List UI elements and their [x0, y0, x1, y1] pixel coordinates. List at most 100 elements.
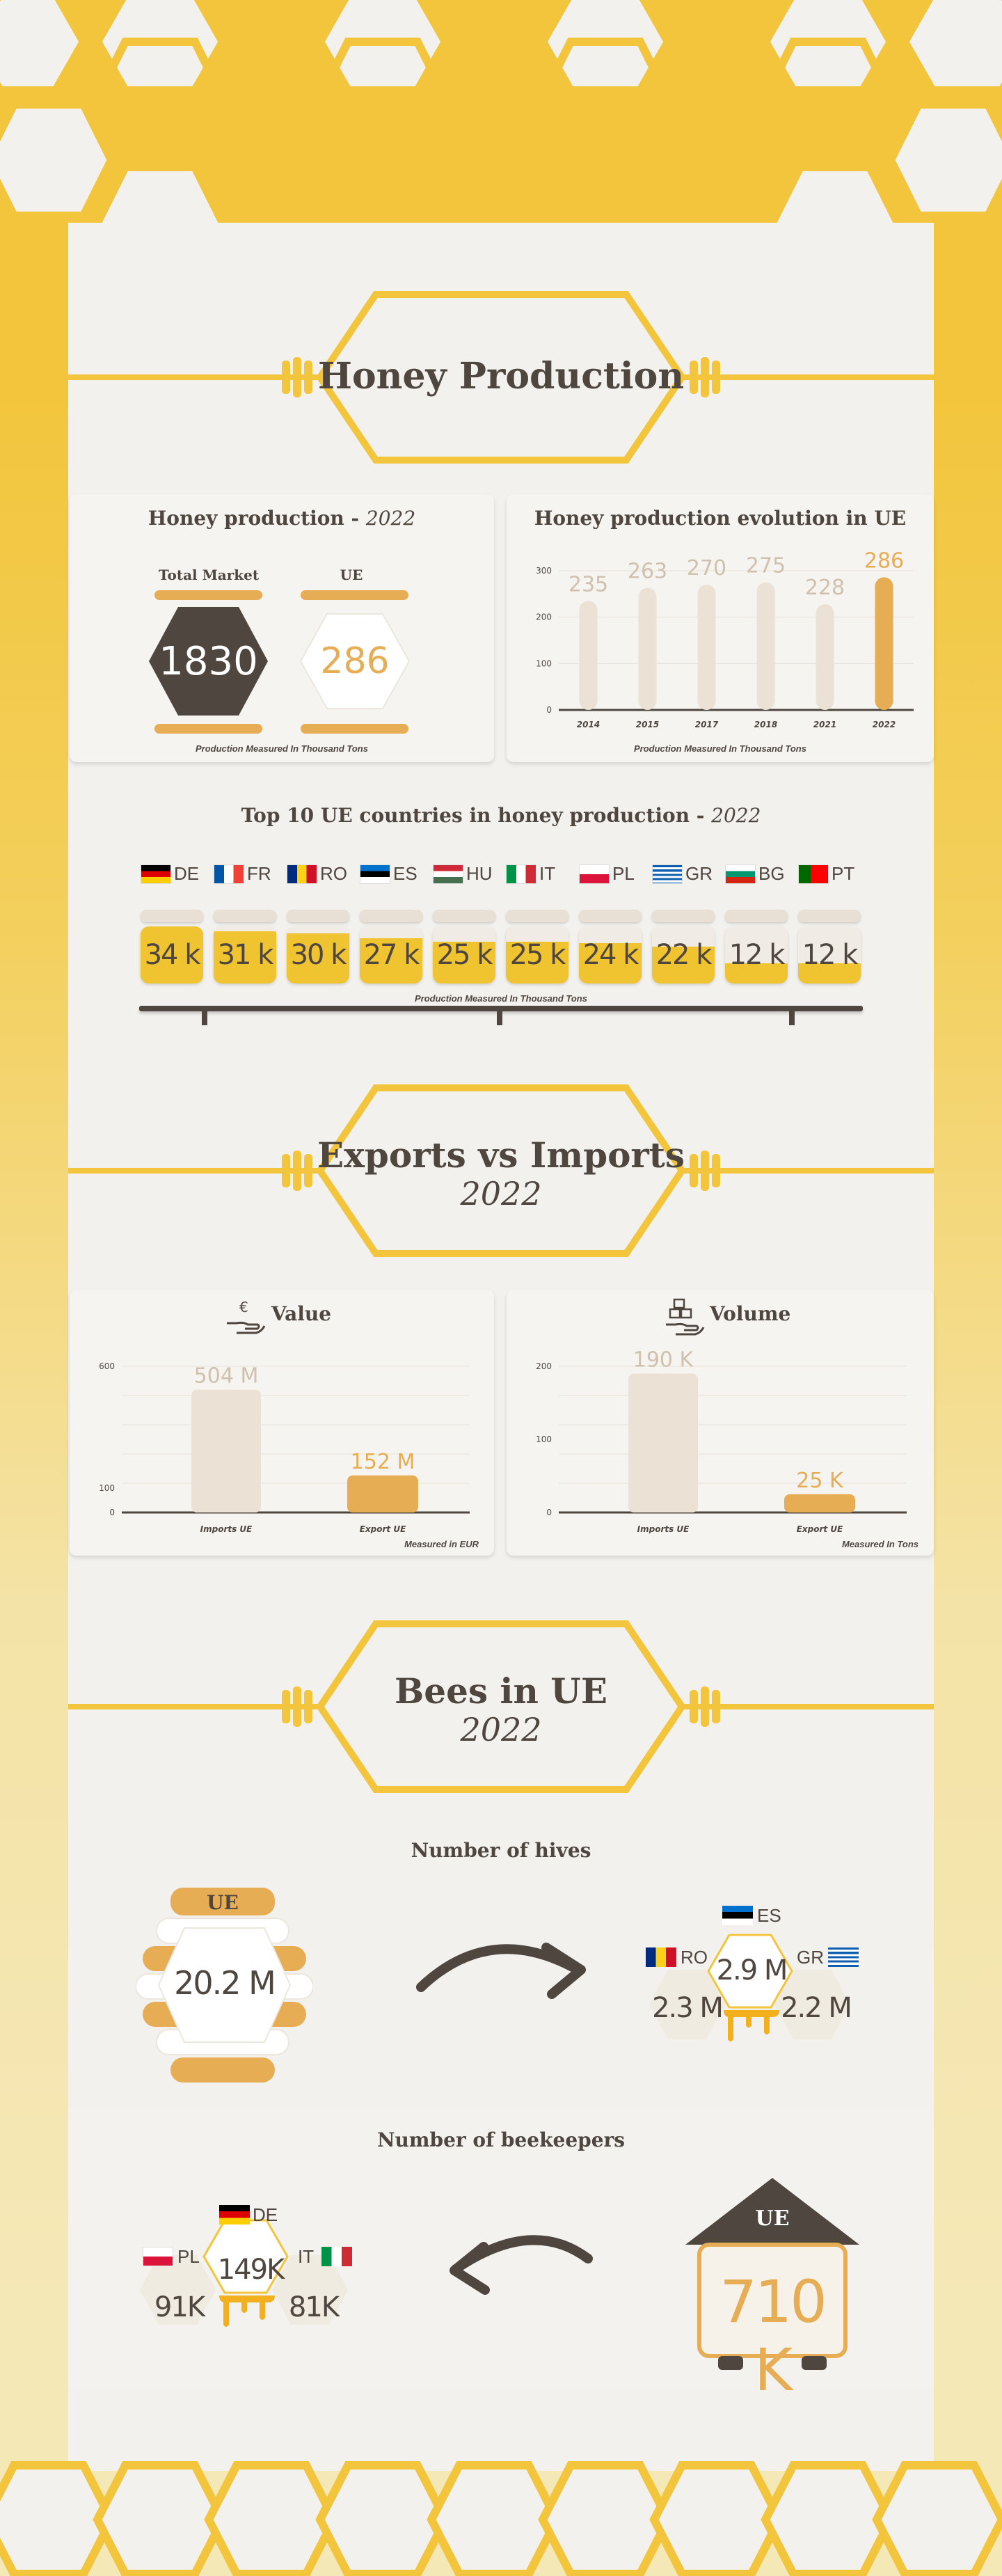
- flag-pl: [579, 864, 610, 884]
- total-market-hexagon: [149, 607, 268, 716]
- hives-gr-label: GR: [797, 1947, 824, 1968]
- jar-fill: [433, 941, 495, 983]
- jar-lid: [141, 910, 203, 922]
- jar-body: 30 k: [287, 926, 349, 983]
- jar-value: 27 k: [363, 939, 420, 971]
- volume-title: Volume: [710, 1302, 791, 1325]
- jar-lid: [214, 910, 276, 922]
- hives-ue-label: UE: [207, 1891, 239, 1914]
- arrow-left-icon: [450, 2235, 593, 2295]
- country-es-label: ES: [360, 863, 418, 885]
- beekeepers-it-label: IT: [298, 2246, 315, 2267]
- bar-export-ue: [347, 1475, 418, 1512]
- jar-lid: [506, 910, 568, 922]
- country-code: PT: [832, 863, 855, 884]
- country-code: FR: [247, 863, 271, 884]
- honey-jar-es: 27 k: [360, 910, 422, 983]
- hives-es-label: ES: [757, 1905, 781, 1926]
- section-title-exports: Exports vs Imports: [317, 1135, 685, 1176]
- section-banner-bees: [68, 1620, 934, 1793]
- bar-value-label: 286: [864, 548, 904, 573]
- flag-bg: [725, 864, 756, 884]
- x-tick-label: 2014: [577, 720, 600, 729]
- x-tick-label: 2017: [695, 720, 719, 729]
- bar-value-label: 270: [687, 556, 726, 580]
- beekeepers-de-label: DE: [253, 2204, 278, 2225]
- flag-it: [506, 864, 536, 884]
- country-pt-label: PT: [798, 863, 854, 885]
- shelf-bracket-left: [202, 1010, 207, 1025]
- jar-lid: [579, 910, 642, 922]
- jar-fill: [579, 943, 642, 983]
- bar-export-ue: [784, 1494, 855, 1512]
- beekeepers-ue-value: 710 K: [719, 2268, 827, 2404]
- hives-ue-value: 20.2 M: [174, 1964, 276, 2002]
- bar-value-label: 25 K: [796, 1469, 844, 1493]
- y-tick-label: 200: [536, 1361, 552, 1371]
- jar-lid: [652, 910, 715, 922]
- jar-lid: [433, 910, 495, 922]
- y-tick-label: 100: [536, 1435, 552, 1444]
- y-tick-label: 0: [546, 1508, 552, 1517]
- beekeepers-it-value: 81K: [288, 2291, 340, 2323]
- x-tick-label: Imports UE: [200, 1524, 253, 1533]
- flag-de-beekeepers: [219, 2205, 250, 2225]
- honey-jar-hu: 25 k: [433, 910, 495, 983]
- jar-value: 25 k: [509, 939, 566, 971]
- jar-value: 34 k: [144, 939, 201, 971]
- value-footnote: Measured in EUR: [404, 1539, 479, 1549]
- honey-jar-pl: 24 k: [579, 910, 642, 983]
- flag-ro: [287, 864, 317, 884]
- bar-value-label: 152 M: [351, 1450, 415, 1474]
- top10-footnote: Production Measured In Thousand Tons: [415, 993, 587, 1004]
- jar-value: 24 k: [582, 939, 639, 971]
- country-code: PL: [612, 863, 635, 884]
- country-gr-label: GR: [652, 863, 713, 885]
- country-code: BG: [758, 863, 785, 884]
- flag-gr: [652, 864, 683, 884]
- country-code: GR: [685, 863, 713, 884]
- hives-title: Number of hives: [411, 1839, 591, 1862]
- y-tick-label: 100: [536, 658, 552, 668]
- jar-fill: [652, 946, 715, 983]
- beekeepers-ue-label: UE: [755, 2206, 790, 2231]
- y-tick-label: 0: [546, 705, 552, 715]
- jar-value: 25 k: [436, 939, 493, 971]
- x-tick-label: Export UE: [360, 1524, 406, 1533]
- beekeepers-title: Number of beekeepers: [376, 2128, 626, 2151]
- honey-jar-de: 34 k: [141, 910, 203, 983]
- svg-text:€: €: [239, 1299, 248, 1315]
- value-card: € Value 0 100 600 504 M Imports UE 152 M Expor…: [70, 1290, 494, 1556]
- bar-value-label: 235: [568, 572, 608, 596]
- jar-body: 25 k: [433, 926, 495, 983]
- jar-fill: [287, 933, 349, 983]
- honey-jar-fr: 31 k: [214, 910, 276, 983]
- evolution-title: Honey production evolution in UE: [534, 507, 907, 530]
- jar-fill: [360, 938, 422, 983]
- value-title: Value: [271, 1302, 332, 1325]
- honey-jar-it: 25 k: [506, 910, 568, 983]
- volume-chart: 0 100 200 190 K Imports UE 25 K Export UE: [536, 1348, 907, 1533]
- y-tick-label: 0: [109, 1508, 115, 1517]
- country-de-label: DE: [141, 863, 199, 885]
- section-year-exports: 2022: [460, 1175, 542, 1212]
- flag-pt: [798, 864, 829, 884]
- evolution-card: Honey production evolution in UE 0 100 200…: [507, 494, 934, 762]
- hives-gr-value: 2.2 M: [781, 1992, 852, 2024]
- value-chart: 0 100 600 504 M Imports UE 152 M Export UE: [99, 1361, 470, 1533]
- country-code: HU: [466, 863, 493, 884]
- hives-es-value: 2.9 M: [716, 1954, 788, 1986]
- flag-de: [141, 864, 171, 884]
- ue-label: UE: [340, 567, 363, 583]
- y-tick-label: 100: [99, 1483, 115, 1493]
- section-banner-honey: [68, 291, 934, 464]
- section-banner-exports: [68, 1084, 934, 1257]
- jar-value: 12 k: [802, 939, 859, 971]
- y-tick-label: 300: [536, 566, 552, 576]
- evolution-chart: 0 100 200 300 235 2014 263 2015 270 2017 275 2018 22…: [536, 548, 914, 729]
- bar-2018: [756, 582, 775, 710]
- jar-fill: [798, 963, 861, 983]
- jar-body: 22 k: [652, 926, 715, 983]
- shelf: [139, 1006, 863, 1011]
- bar-value-label: 190 K: [633, 1348, 694, 1373]
